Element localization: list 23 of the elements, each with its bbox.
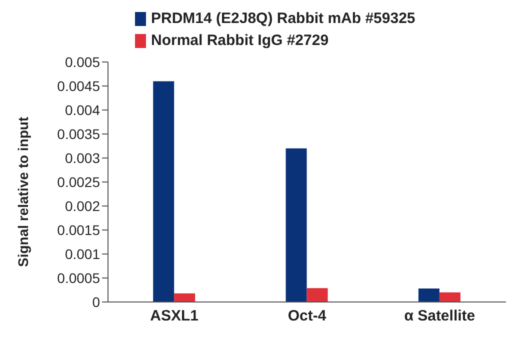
y-tick-label: 0.004 bbox=[64, 102, 100, 118]
y-tick-label: 0.005 bbox=[64, 54, 100, 70]
y-tick-label: 0.001 bbox=[64, 246, 100, 262]
legend-label: PRDM14 (E2J8Q) Rabbit mAb #59325 bbox=[151, 9, 416, 29]
bar bbox=[174, 293, 196, 302]
y-axis-title: Signal relative to input bbox=[14, 116, 31, 267]
x-tick-label: ASXL1 bbox=[150, 308, 199, 325]
bar bbox=[439, 292, 460, 302]
y-tick-label: 0 bbox=[92, 294, 100, 310]
y-tick-label: 0.0035 bbox=[57, 126, 100, 142]
legend-label: Normal Rabbit IgG #2729 bbox=[151, 31, 329, 51]
x-tick-label: Oct-4 bbox=[288, 308, 327, 325]
y-tick-label: 0.0005 bbox=[57, 270, 100, 286]
y-tick-label: 0.0045 bbox=[57, 78, 100, 94]
bar bbox=[418, 288, 440, 302]
bar bbox=[306, 288, 328, 302]
x-tick-label: α Satellite bbox=[404, 308, 476, 325]
y-tick-label: 0.0025 bbox=[57, 174, 100, 190]
y-tick-label: 0.0015 bbox=[57, 222, 100, 238]
bar bbox=[286, 148, 307, 302]
y-tick-label: 0.002 bbox=[64, 198, 100, 214]
bar bbox=[153, 81, 174, 302]
y-tick-label: 0.003 bbox=[64, 150, 100, 166]
